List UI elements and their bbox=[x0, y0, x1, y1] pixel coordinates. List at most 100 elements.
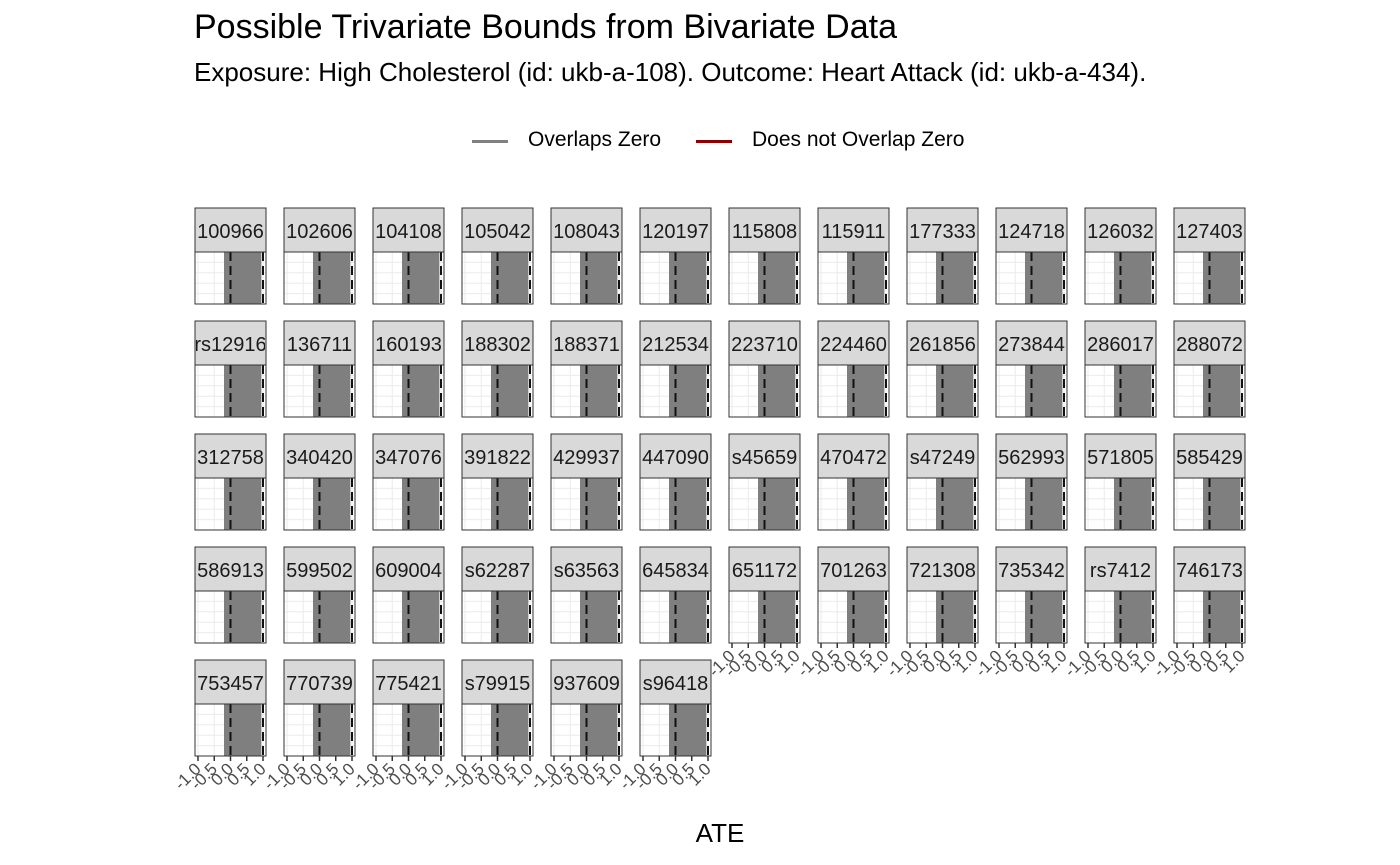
x-axis-label: ATE bbox=[695, 818, 745, 848]
facet-strip bbox=[550, 320, 623, 366]
facet-panel-border bbox=[728, 251, 801, 305]
facet-panel-border bbox=[550, 251, 623, 305]
facet-strip-label: 224460 bbox=[820, 334, 887, 356]
facet-panel-border bbox=[194, 477, 267, 531]
facet-panel-border bbox=[995, 477, 1068, 531]
facet-strip-label: 100966 bbox=[197, 221, 264, 243]
facet-strip-label: 102606 bbox=[286, 221, 353, 243]
facet-strip-label: 124718 bbox=[998, 221, 1065, 243]
facet-panel-border bbox=[1084, 364, 1157, 418]
facet-strip-label: 753457 bbox=[197, 673, 264, 695]
facet-panel-border bbox=[995, 364, 1068, 418]
facet-strip-label: 391822 bbox=[464, 447, 531, 469]
facet-strip bbox=[194, 320, 267, 366]
facet-panel-border bbox=[1173, 477, 1246, 531]
facet-strip bbox=[283, 659, 356, 705]
facet-strip bbox=[1084, 433, 1157, 479]
facet-strip bbox=[461, 433, 534, 479]
facet-strip bbox=[817, 433, 890, 479]
facet-strip bbox=[906, 433, 979, 479]
facet-panel-border bbox=[550, 364, 623, 418]
facet-strip-label: 470472 bbox=[820, 447, 887, 469]
facet-strip bbox=[906, 546, 979, 592]
facet-panel-border bbox=[906, 477, 979, 531]
chart-title: Possible Trivariate Bounds from Bivariat… bbox=[194, 8, 897, 46]
facet-strip-label: s47249 bbox=[910, 447, 976, 469]
facet-strip-label: 721308 bbox=[909, 560, 976, 582]
facet-strip-label: 645834 bbox=[642, 560, 709, 582]
facet-strip-label: 651172 bbox=[732, 560, 797, 582]
facet-strip bbox=[550, 433, 623, 479]
facet-strip-label: 770739 bbox=[286, 673, 353, 695]
facet-panel-border bbox=[1173, 364, 1246, 418]
facet-strip bbox=[550, 659, 623, 705]
facet-strip bbox=[995, 207, 1068, 253]
facet-strip-label: 586913 bbox=[197, 560, 264, 582]
facet-panel-border bbox=[639, 590, 712, 644]
facet-panel-border bbox=[728, 477, 801, 531]
facet-panel-border bbox=[283, 590, 356, 644]
facet-panel-border bbox=[461, 590, 534, 644]
chart-subtitle: Exposure: High Cholesterol (id: ukb-a-10… bbox=[194, 57, 1147, 87]
facet-strip-label: rs7412 bbox=[1090, 560, 1151, 582]
facet-panel-border bbox=[283, 364, 356, 418]
facet-strip-label: 746173 bbox=[1176, 560, 1243, 582]
facet-strip-label: s62287 bbox=[465, 560, 531, 582]
facet-strip-label: s63563 bbox=[554, 560, 620, 582]
facet-strip-label: 108043 bbox=[553, 221, 620, 243]
facet-panel-border bbox=[995, 251, 1068, 305]
facet-strip bbox=[283, 207, 356, 253]
facet-strip-label: 609004 bbox=[375, 560, 442, 582]
facet-strip-label: 340420 bbox=[286, 447, 353, 469]
facet-panel-border bbox=[283, 251, 356, 305]
facet-strip-label: s45659 bbox=[732, 447, 798, 469]
facet-strip bbox=[1084, 320, 1157, 366]
facet-strip bbox=[728, 546, 801, 592]
facet-strip-label: 120197 bbox=[642, 221, 709, 243]
facet-strip-label: 288072 bbox=[1176, 334, 1243, 356]
facet-strip bbox=[461, 659, 534, 705]
facet-strip-label: s79915 bbox=[465, 673, 531, 695]
facet-panel-border bbox=[550, 590, 623, 644]
facet-panel-border bbox=[194, 590, 267, 644]
facet-strip bbox=[372, 207, 445, 253]
facet-strip-label: 701263 bbox=[820, 560, 887, 582]
facet-strip bbox=[906, 320, 979, 366]
facet-strip-label: 571805 bbox=[1087, 447, 1154, 469]
facet-panel-border bbox=[1173, 251, 1246, 305]
facet-strip-label: 188371 bbox=[553, 334, 620, 356]
facet-strip-label: 447090 bbox=[642, 447, 709, 469]
legend-label-overlaps-zero: Overlaps Zero bbox=[528, 128, 662, 151]
facet-panel-border bbox=[372, 364, 445, 418]
facet-strip bbox=[461, 546, 534, 592]
facet-strip-label: 735342 bbox=[998, 560, 1065, 582]
facet-strip bbox=[639, 207, 712, 253]
facet-panel-border bbox=[817, 364, 890, 418]
facet-panel-border bbox=[728, 364, 801, 418]
facet-strip-label: 188302 bbox=[464, 334, 531, 356]
facet-strip bbox=[194, 207, 267, 253]
facet-strip bbox=[1173, 546, 1246, 592]
facet-panel-border bbox=[461, 251, 534, 305]
facet-strip bbox=[283, 433, 356, 479]
facet-strip-label: 937609 bbox=[553, 673, 620, 695]
facet-panel-border bbox=[1084, 477, 1157, 531]
legend-key-not-overlap-zero bbox=[696, 140, 732, 143]
facet-strip-label: 286017 bbox=[1087, 334, 1154, 356]
facet-strip-label: 136711 bbox=[287, 334, 352, 356]
facet-panel-border bbox=[639, 364, 712, 418]
facet-panel-border bbox=[283, 477, 356, 531]
facet-strip bbox=[817, 546, 890, 592]
facet-strip bbox=[194, 659, 267, 705]
legend-label-not-overlap-zero: Does not Overlap Zero bbox=[752, 128, 965, 151]
facet-strip-label: rs12916 bbox=[194, 334, 266, 356]
facet-panel-border bbox=[817, 251, 890, 305]
facet-panel-border bbox=[461, 364, 534, 418]
facet-strip-label: 127403 bbox=[1176, 221, 1243, 243]
facet-panel-border bbox=[639, 477, 712, 531]
facet-panel-border bbox=[372, 590, 445, 644]
facet-panel-border bbox=[372, 477, 445, 531]
facet-panel-border bbox=[817, 477, 890, 531]
facet-strip-label: 115808 bbox=[732, 221, 797, 243]
